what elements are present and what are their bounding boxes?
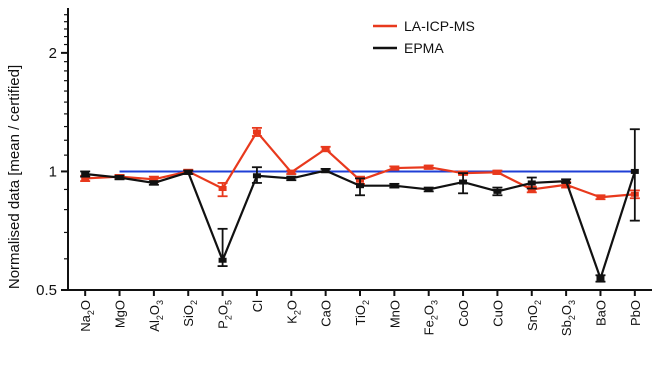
data-point xyxy=(115,175,124,181)
data-point xyxy=(252,129,261,135)
x-tick-label: Na2O xyxy=(78,300,96,332)
data-point xyxy=(218,186,227,192)
x-tick-label: SiO2 xyxy=(181,300,199,327)
data-point xyxy=(390,183,399,189)
data-point xyxy=(390,165,399,171)
x-tick-label: MnO xyxy=(387,300,402,328)
axes: 0.5 1 2 xyxy=(36,8,652,299)
data-point xyxy=(252,173,261,179)
data-point xyxy=(81,175,90,181)
x-tick-label: CoO xyxy=(456,300,471,327)
x-tick-label: PbO xyxy=(628,300,643,326)
data-point xyxy=(149,176,158,182)
x-tick-label: TiO2 xyxy=(353,300,371,325)
data-point xyxy=(459,179,468,185)
series-epma xyxy=(80,128,640,283)
series-group xyxy=(80,126,640,283)
data-point xyxy=(218,257,227,263)
data-point xyxy=(493,169,502,175)
data-point xyxy=(149,180,158,186)
data-point xyxy=(81,171,90,177)
y-tick-label: 1 xyxy=(49,163,57,180)
legend-label: LA-ICP-MS xyxy=(404,18,475,34)
data-point xyxy=(493,188,502,194)
data-point xyxy=(287,169,296,175)
x-tick-label: CaO xyxy=(319,300,334,327)
x-tick-labels: Na2O MgO Al2O3 SiO2 P2O5 Cl K2O CaO TiO2 MnO Fe2O3… xyxy=(78,300,643,336)
data-point xyxy=(184,169,193,175)
y-tick-label: 2 xyxy=(49,45,57,62)
x-tick-label: Al2O3 xyxy=(147,300,165,332)
data-point xyxy=(630,168,639,174)
data-point xyxy=(562,178,571,184)
x-tick-label: SnO2 xyxy=(525,300,543,331)
data-point xyxy=(287,175,296,181)
data-point xyxy=(527,186,536,192)
y-axis-title: Normalised data [mean / certified] xyxy=(6,65,23,289)
x-tick-label: K2O xyxy=(284,300,302,324)
x-tick-label: Fe2O3 xyxy=(422,300,440,335)
legend: LA-ICP-MS EPMA xyxy=(373,18,475,56)
data-point xyxy=(596,194,605,200)
data-point xyxy=(527,180,536,186)
y-tick-label: 0.5 xyxy=(36,282,57,299)
x-tick-label: P2O5 xyxy=(216,300,234,329)
data-point xyxy=(424,164,433,170)
x-tick-label: CuO xyxy=(490,300,505,327)
data-point xyxy=(321,168,330,174)
x-tick-label: Sb2O3 xyxy=(559,300,577,336)
x-tick-label: Cl xyxy=(250,300,265,312)
x-tick-label: MgO xyxy=(113,300,128,328)
data-point xyxy=(596,275,605,281)
data-point xyxy=(562,182,571,188)
data-point xyxy=(356,183,364,189)
data-point xyxy=(424,186,433,192)
data-point xyxy=(321,146,330,152)
legend-label: EPMA xyxy=(404,40,444,56)
x-tick-label: BaO xyxy=(593,300,608,326)
